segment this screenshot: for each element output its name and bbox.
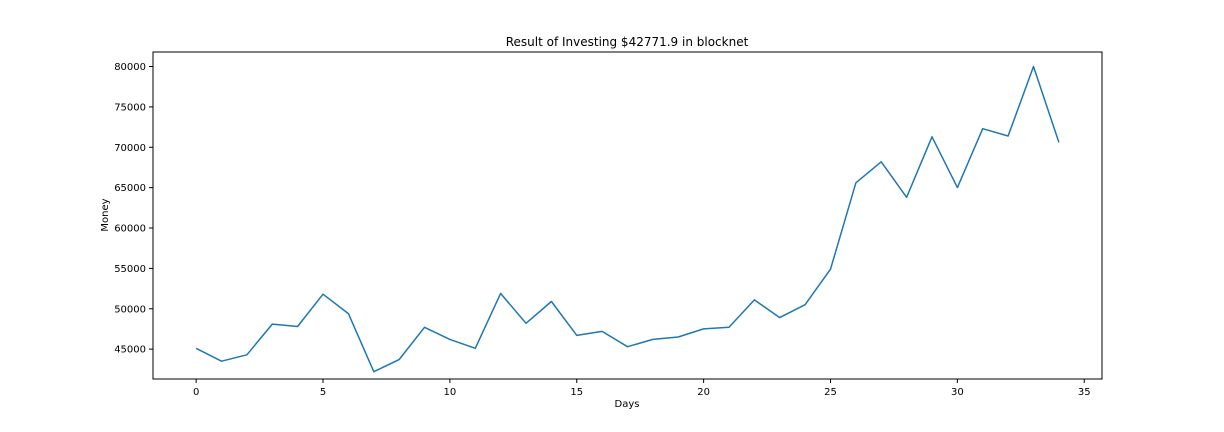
x-tick-label: 35	[1078, 387, 1091, 398]
y-tick-label: 70000	[114, 143, 146, 154]
axis-ticks: 0 5 10 15 20 25 30 35 45000 50000 55000 60000 65000 7…	[114, 62, 1090, 398]
y-axis-label: Money	[100, 198, 111, 231]
x-axis-label: Days	[615, 399, 640, 410]
x-tick-label: 15	[570, 387, 583, 398]
y-tick-label: 65000	[114, 183, 146, 194]
y-tick-label: 80000	[114, 62, 146, 73]
y-tick-label: 75000	[114, 102, 146, 113]
x-tick-label: 20	[697, 387, 710, 398]
x-tick-label: 30	[951, 387, 964, 398]
x-tick-label: 10	[444, 387, 457, 398]
y-tick-label: 45000	[114, 345, 146, 356]
y-tick-label: 50000	[114, 304, 146, 315]
x-tick-label: 5	[320, 387, 326, 398]
y-tick-label: 60000	[114, 224, 146, 235]
y-tick-label: 55000	[114, 264, 146, 275]
chart-title: Result of Investing $42771.9 in blocknet	[506, 35, 749, 49]
series-line	[195, 65, 1060, 373]
x-tick-label: 25	[824, 387, 837, 398]
plot-frame	[152, 51, 1103, 380]
x-tick-label: 0	[193, 387, 199, 398]
